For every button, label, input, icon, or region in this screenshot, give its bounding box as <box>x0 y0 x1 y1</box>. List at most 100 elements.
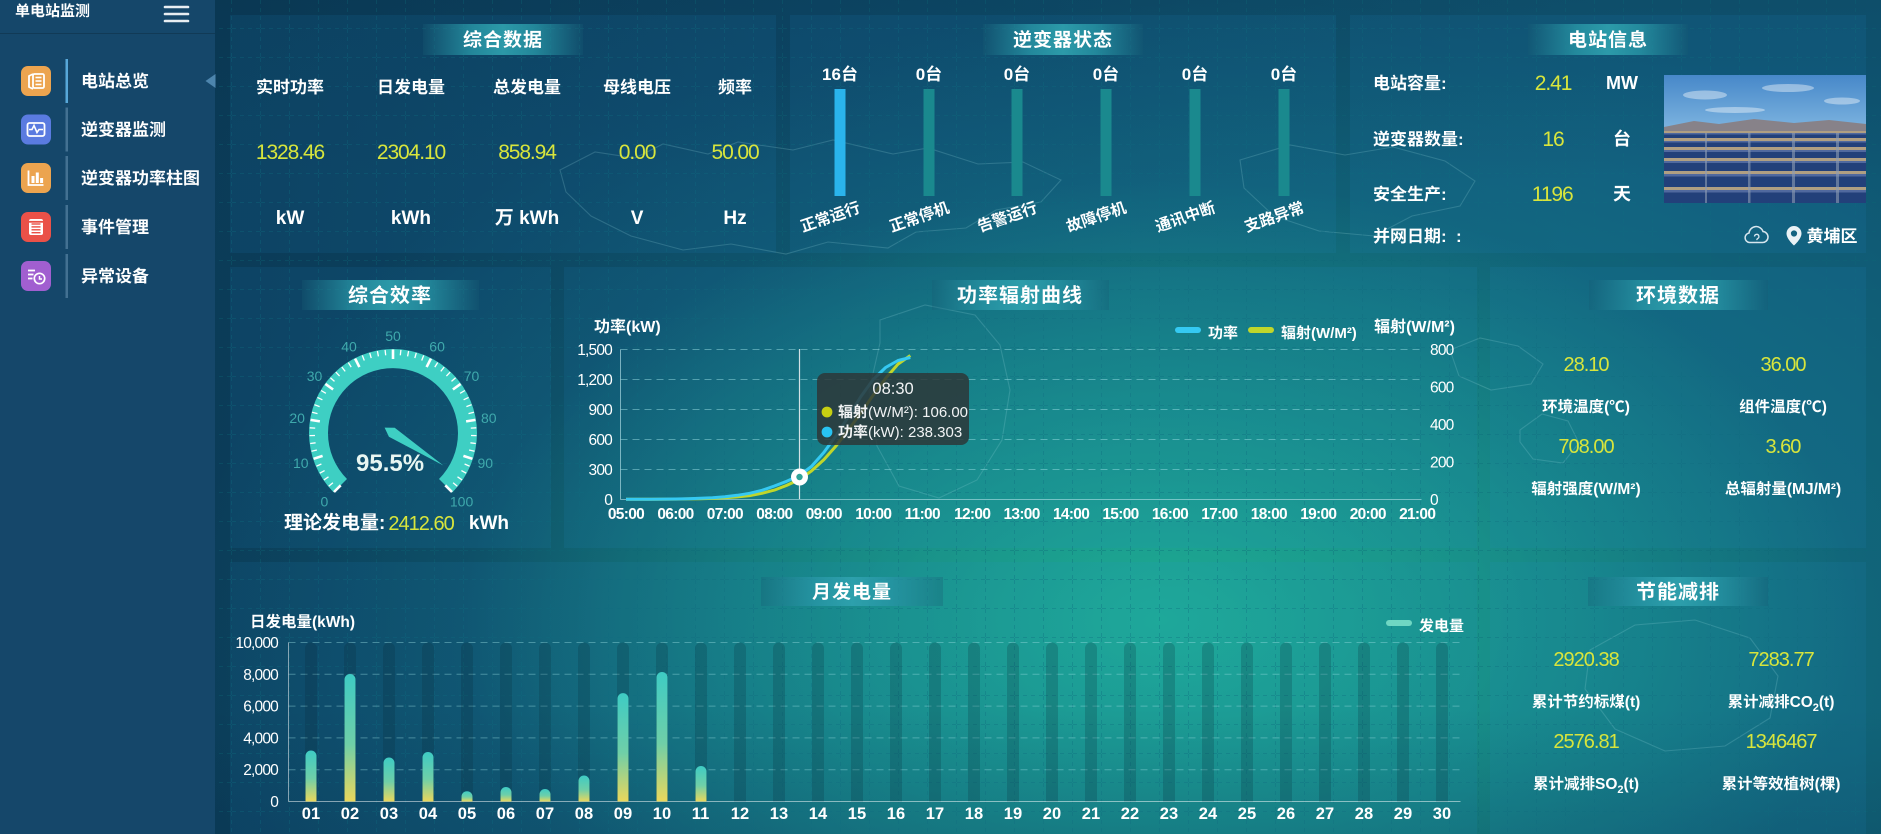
svg-text:22: 22 <box>1121 805 1139 823</box>
svg-text:V: V <box>631 208 644 229</box>
svg-text:07:00: 07:00 <box>707 506 743 523</box>
svg-text:20:00: 20:00 <box>1350 506 1386 523</box>
svg-text:): ) <box>1625 399 1630 416</box>
svg-text:50.00: 50.00 <box>712 141 759 164</box>
svg-text:17:00: 17:00 <box>1201 506 1237 523</box>
svg-text:2412.60: 2412.60 <box>388 513 454 535</box>
svg-text:3.60: 3.60 <box>1766 436 1802 458</box>
svg-text:27: 27 <box>1316 805 1334 823</box>
svg-text:95.5%: 95.5% <box>356 450 424 477</box>
svg-text:(kWh): (kWh) <box>312 614 355 631</box>
svg-text:16: 16 <box>1542 128 1564 151</box>
svg-text:02: 02 <box>341 805 359 823</box>
svg-text:1346467: 1346467 <box>1746 731 1818 753</box>
svg-text:13: 13 <box>770 805 788 823</box>
svg-text:): ) <box>1822 399 1827 416</box>
svg-text:80: 80 <box>481 410 497 426</box>
svg-text:06: 06 <box>497 805 515 823</box>
svg-text:0: 0 <box>270 794 279 811</box>
svg-text:12:00: 12:00 <box>954 506 990 523</box>
svg-text:25: 25 <box>1238 805 1256 823</box>
svg-text:0: 0 <box>1271 65 1280 84</box>
svg-text:14: 14 <box>809 805 828 823</box>
svg-text:kWh: kWh <box>469 513 509 534</box>
svg-text:10:00: 10:00 <box>855 506 891 523</box>
svg-text:50: 50 <box>385 328 401 344</box>
svg-text:0: 0 <box>1430 492 1439 509</box>
svg-text:15: 15 <box>848 805 866 823</box>
svg-text:CO: CO <box>1790 694 1813 711</box>
svg-text:0.00: 0.00 <box>619 141 656 164</box>
svg-text:kW: kW <box>276 208 305 229</box>
svg-text:(t): (t) <box>1819 694 1835 711</box>
svg-text:(W/M²): (W/M²) <box>1311 325 1357 342</box>
svg-text:kWh: kWh <box>391 208 431 229</box>
svg-text:0: 0 <box>1182 65 1191 84</box>
svg-text:19: 19 <box>1004 805 1022 823</box>
svg-text:400: 400 <box>1430 417 1455 434</box>
svg-text:0: 0 <box>1093 65 1102 84</box>
svg-text:1196: 1196 <box>1532 183 1573 206</box>
svg-text:08:30: 08:30 <box>872 380 913 398</box>
svg-text:4,000: 4,000 <box>243 730 279 747</box>
svg-text:36.00: 36.00 <box>1761 354 1807 376</box>
svg-text:2304.10: 2304.10 <box>377 141 446 164</box>
svg-text:11:00: 11:00 <box>905 506 940 523</box>
svg-text:18:00: 18:00 <box>1251 506 1287 523</box>
svg-text:29: 29 <box>1394 805 1412 823</box>
svg-text:708.00: 708.00 <box>1558 436 1614 458</box>
svg-text:07: 07 <box>536 805 554 823</box>
svg-text:8,000: 8,000 <box>243 667 279 684</box>
svg-text:(: ( <box>1815 776 1821 793</box>
svg-text:08: 08 <box>575 805 593 823</box>
svg-text:(: ( <box>1801 399 1807 416</box>
svg-text:600: 600 <box>589 432 614 449</box>
svg-text:26: 26 <box>1277 805 1295 823</box>
svg-text:24: 24 <box>1199 805 1218 823</box>
svg-text:(kW): (kW) <box>626 319 661 336</box>
svg-text:15:00: 15:00 <box>1102 506 1138 523</box>
svg-text:(kW): 238.303: (kW): 238.303 <box>868 424 962 441</box>
svg-text::: : <box>1441 227 1447 246</box>
svg-text:(W/M²): 106.00: (W/M²): 106.00 <box>868 404 968 421</box>
svg-text:60: 60 <box>429 339 445 355</box>
svg-text:06:00: 06:00 <box>657 506 693 523</box>
svg-text:14:00: 14:00 <box>1053 506 1089 523</box>
svg-text:70: 70 <box>464 368 480 384</box>
svg-text:2,000: 2,000 <box>243 762 279 779</box>
svg-text:(t): (t) <box>1625 694 1641 711</box>
svg-text:18: 18 <box>965 805 983 823</box>
svg-text:300: 300 <box>589 462 614 479</box>
svg-text:23: 23 <box>1160 805 1178 823</box>
svg-text:0: 0 <box>604 492 613 509</box>
svg-text:28.10: 28.10 <box>1564 354 1610 376</box>
svg-text:800: 800 <box>1430 342 1455 359</box>
svg-text:(MJ/M²): (MJ/M²) <box>1787 481 1841 498</box>
svg-text:17: 17 <box>926 805 944 823</box>
svg-text:16: 16 <box>887 805 905 823</box>
svg-text:1328.46: 1328.46 <box>256 141 325 164</box>
svg-text:0: 0 <box>916 65 925 84</box>
svg-text:09: 09 <box>614 805 632 823</box>
svg-text:900: 900 <box>589 402 614 419</box>
svg-text:858.94: 858.94 <box>498 141 557 164</box>
svg-text:6,000: 6,000 <box>243 699 279 716</box>
svg-text:01: 01 <box>302 805 320 823</box>
svg-text:7283.77: 7283.77 <box>1748 649 1814 671</box>
svg-text:(t): (t) <box>1624 776 1640 793</box>
svg-text:30: 30 <box>1433 805 1451 823</box>
svg-text::: : <box>1441 74 1447 93</box>
svg-text:200: 200 <box>1430 455 1455 472</box>
svg-text::: : <box>1458 130 1464 149</box>
svg-text:2920.38: 2920.38 <box>1553 649 1619 671</box>
svg-text:2: 2 <box>1813 702 1819 714</box>
svg-text:(W/M²): (W/M²) <box>1406 319 1455 336</box>
svg-text:20: 20 <box>1043 805 1061 823</box>
svg-text:(W/M²): (W/M²) <box>1593 481 1640 498</box>
svg-text:90: 90 <box>478 455 494 471</box>
svg-text:10,000: 10,000 <box>235 635 279 652</box>
svg-text:05: 05 <box>458 805 476 823</box>
svg-text:28: 28 <box>1355 805 1373 823</box>
svg-text:MW: MW <box>1606 73 1638 93</box>
svg-text:2: 2 <box>1617 784 1623 796</box>
